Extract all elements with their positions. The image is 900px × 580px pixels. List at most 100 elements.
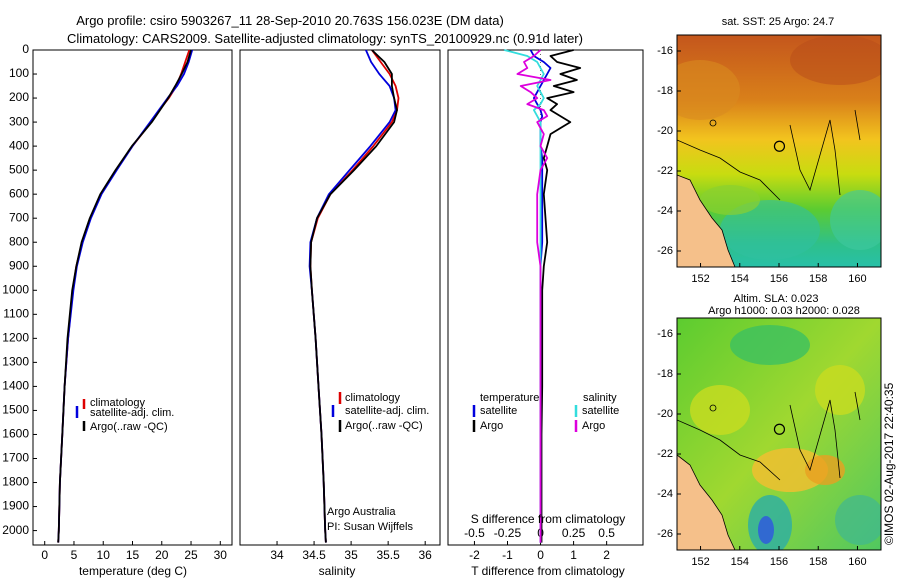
figure-title-line1: Argo profile: csiro 5903267_11 28-Sep-20… (76, 13, 504, 28)
depth-tick-label: 200 (9, 90, 29, 104)
depth-tick-label: 2000 (2, 523, 29, 537)
sla-field (677, 318, 881, 550)
legend-label-argo: Argo(..raw -QC) (90, 421, 168, 433)
map-x-tick-label: 158 (809, 556, 827, 568)
s-tick-label: -0.25 (494, 526, 522, 540)
depth-tick-label: 1100 (3, 306, 29, 320)
map-y-tick-label: -24 (657, 205, 673, 217)
s-tick-label: 0.5 (598, 526, 615, 540)
map-y-tick-label: -16 (657, 45, 673, 57)
depth-tick-label: 0 (22, 42, 29, 56)
legend-label-climatology: climatology (345, 392, 401, 404)
salinity-legend: climatology satellite-adj. clim. Argo(..… (331, 392, 429, 432)
figure-title-line2: Climatology: CARS2009. Satellite-adjuste… (67, 31, 583, 46)
sla-map-panel: Altim. SLA: 0.023 Argo h1000: 0.03 h2000… (657, 293, 882, 568)
x-tick-label: 36 (419, 548, 433, 562)
depth-tick-label: 1200 (2, 331, 29, 345)
legend-head-salinity: salinity (583, 392, 617, 404)
difference-plot-frame (447, 49, 644, 546)
map-y-tick-label: -20 (657, 125, 673, 137)
legend-label-t-satellite: satellite (480, 405, 517, 417)
depth-axis: 0 100 200 300 400 500 600 700 800 900 1000 1100 1200… (2, 42, 452, 537)
map-y-tick-label: -24 (657, 488, 673, 500)
legend-label-t-argo: Argo (480, 420, 503, 432)
depth-tick-label: 1900 (2, 499, 29, 513)
map-x-tick-label: 158 (809, 273, 827, 285)
map-x-tick-label: 152 (691, 273, 709, 285)
bathymetry-contour (677, 391, 861, 481)
temperature-series (57, 49, 194, 543)
depth-tick-label: 900 (9, 258, 29, 272)
map-x-tick-label: 156 (770, 556, 788, 568)
depth-tick-label: 800 (9, 234, 29, 248)
x-tick-label: 10 (97, 548, 111, 562)
x-tick-label: 35 (344, 548, 358, 562)
x-tick-label: 34.5 (302, 548, 326, 562)
coastline-land (677, 174, 736, 267)
legend-label-s-argo: Argo (582, 420, 605, 432)
map-x-tick-label: 154 (731, 273, 749, 285)
series-line-argo-raw-qc- (57, 49, 192, 543)
s-difference-label: S difference from climatology (471, 512, 626, 526)
x-tick-label: 1 (570, 548, 577, 562)
legend-label-s-satellite: satellite (582, 405, 619, 417)
difference-series (503, 49, 582, 543)
salinity-x-axis: 34 34.5 35 35.5 36 (270, 541, 432, 562)
x-tick-label: 15 (126, 548, 140, 562)
series-line-temperature-argo (540, 49, 582, 543)
map-x-tick-label: 154 (731, 556, 749, 568)
sst-field (677, 35, 881, 267)
x-tick-label: 35.5 (376, 548, 400, 562)
map-y-tick-label: -26 (657, 245, 673, 257)
sla-map-title-line1: Altim. SLA: 0.023 (734, 293, 819, 305)
depth-tick-label: 500 (9, 162, 29, 176)
x-tick-label: 30 (214, 548, 228, 562)
sst-map-axes: 152 154 156 158 160 -16 -18 -20 -22 -24 -26 (657, 45, 867, 285)
map-y-tick-label: -22 (657, 448, 673, 460)
depth-tick-label: 700 (9, 210, 29, 224)
map-x-tick-label: 152 (691, 556, 709, 568)
depth-tick-label: 600 (9, 186, 29, 200)
temperature-panel: 0 100 200 300 400 500 600 700 800 900 1000 1100 1200… (2, 42, 452, 578)
depth-tick-label: 1500 (2, 403, 29, 417)
bathymetry-contour (677, 109, 861, 201)
pi-annotation: PI: Susan Wijffels (327, 521, 413, 533)
depth-tick-label: 1000 (2, 282, 29, 296)
difference-panel: -2 -1 0 1 2-0.5 -0.25 0 0.25 0.5 T difference fr… (447, 49, 644, 578)
legend-label-argo: Argo(..raw -QC) (345, 420, 423, 432)
depth-tick-label: 400 (9, 138, 29, 152)
depth-tick-label: 100 (9, 66, 29, 80)
difference-legend: temperature satellite Argo salinity sate… (472, 392, 619, 432)
float-position-marker (773, 423, 786, 435)
depth-tick-label: 1400 (2, 379, 29, 393)
t-difference-label: T difference from climatology (471, 564, 625, 578)
sla-map-title-line2: Argo h1000: 0.03 h2000: 0.028 (708, 305, 860, 317)
sst-map-panel: sat. SST: 25 Argo: 24.7 (657, 16, 882, 285)
x-tick-label: 25 (184, 548, 198, 562)
sst-map-title: sat. SST: 25 Argo: 24.7 (722, 16, 835, 28)
depth-tick-label: 300 (9, 114, 29, 128)
x-tick-label: 0 (537, 548, 544, 562)
depth-tick-label: 1800 (2, 475, 29, 489)
temperature-plot-frame (32, 49, 233, 546)
coastline-land (677, 454, 736, 550)
x-tick-label: 2 (603, 548, 610, 562)
x-tick-label: -2 (469, 548, 480, 562)
series-line-argo-raw-qc- (309, 49, 398, 543)
legend-head-temperature: temperature (480, 392, 539, 404)
temperature-x-label: temperature (deg C) (79, 564, 187, 578)
legend-label-climatology: climatology (90, 397, 146, 409)
salinity-x-label: salinity (319, 564, 356, 578)
side-credit: ©IMOS 02-Aug-2017 22:40:35 (882, 382, 896, 545)
x-tick-label: 5 (71, 548, 78, 562)
x-tick-label: 20 (155, 548, 169, 562)
map-y-tick-label: -22 (657, 165, 673, 177)
depth-tick-label: 1700 (2, 451, 29, 465)
sla-map-axes: 152 154 156 158 160 -16 -18 -20 -22 -24 -26 (657, 328, 867, 568)
map-y-tick-label: -18 (657, 368, 673, 380)
map-y-tick-label: -26 (657, 528, 673, 540)
x-tick-label: 34 (270, 548, 284, 562)
map-y-tick-label: -16 (657, 328, 673, 340)
legend-label-satellite: satellite-adj. clim. (90, 407, 174, 419)
temperature-x-axis: 0 5 10 15 20 25 30 (41, 541, 227, 562)
